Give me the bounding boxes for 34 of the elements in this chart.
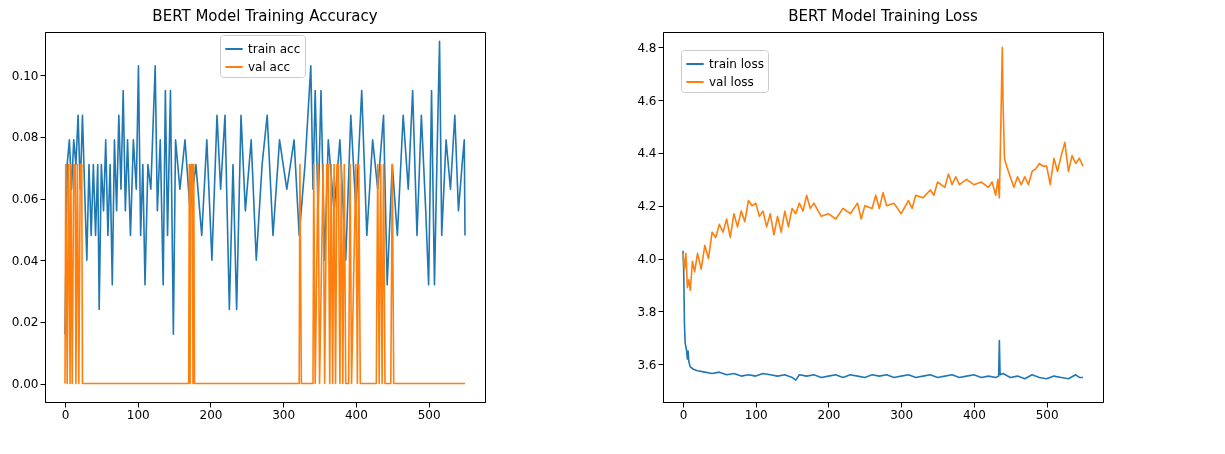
- chart-title: BERT Model Training Loss: [788, 7, 979, 25]
- legend-label: train loss: [709, 57, 764, 71]
- legend-label: train acc: [248, 42, 301, 56]
- y-tick-label: 4.2: [637, 199, 657, 214]
- y-tick-label: 0.08: [11, 130, 39, 145]
- line-series: [64, 40, 466, 335]
- x-tick-label: 500: [1035, 407, 1059, 422]
- x-tick-label: 400: [344, 407, 368, 422]
- y-tick-label: 0.00: [11, 377, 39, 391]
- y-tick-label: 0.04: [11, 253, 39, 268]
- x-tick-label: 100: [126, 407, 150, 422]
- line-series: [682, 46, 1084, 292]
- y-tick-label: 0.02: [11, 315, 39, 330]
- y-tick-label: 0.06: [11, 192, 39, 206]
- x-tick-label: 400: [962, 407, 986, 422]
- y-tick-label: 4.8: [637, 40, 657, 55]
- y-tick-label: 3.8: [637, 304, 657, 319]
- y-tick-label: 0.10: [11, 68, 39, 83]
- y-tick-label: 3.6: [637, 357, 657, 372]
- x-tick-label: 200: [817, 407, 841, 422]
- x-tick-label: 200: [199, 407, 223, 422]
- x-tick-label: 0: [679, 407, 688, 422]
- y-tick-label: 4.4: [637, 146, 657, 161]
- y-tick-label: 4.6: [637, 93, 657, 108]
- line-series: [682, 249, 1084, 381]
- x-tick-label: 100: [744, 407, 768, 422]
- x-tick-label: 300: [272, 407, 296, 422]
- x-tick-label: 300: [890, 407, 914, 422]
- y-tick-label: 4.0: [637, 252, 657, 267]
- legend-label: val acc: [248, 60, 291, 74]
- x-tick-label: 500: [417, 407, 441, 422]
- x-tick-label: 0: [61, 407, 70, 422]
- chart-title: BERT Model Training Accuracy: [152, 7, 378, 25]
- legend-label: val loss: [709, 75, 754, 89]
